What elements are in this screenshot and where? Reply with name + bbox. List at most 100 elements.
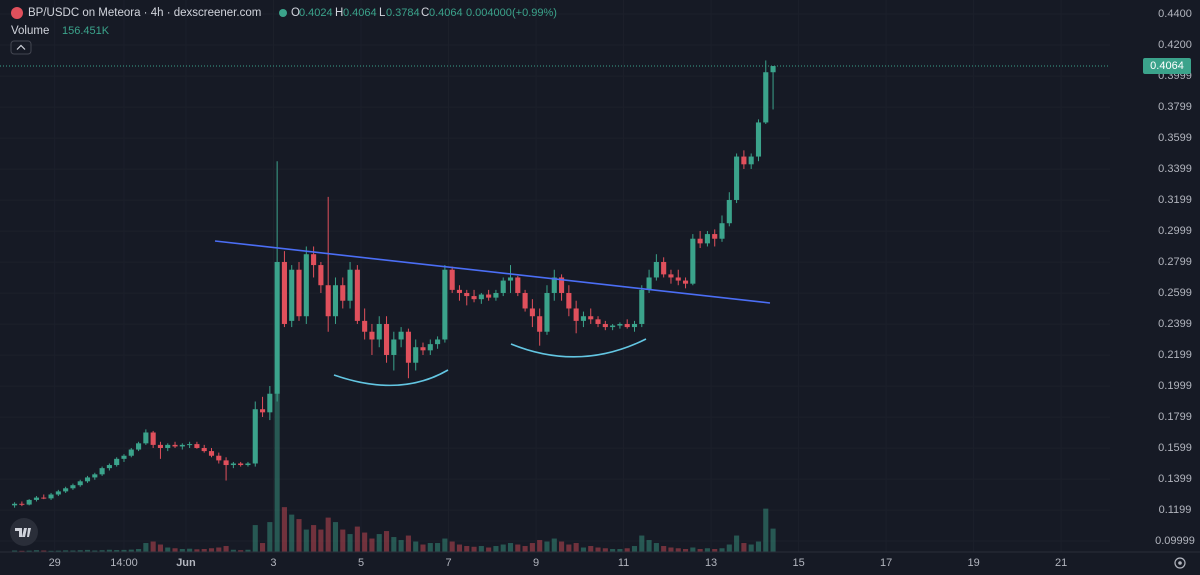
volume-bar <box>281 507 287 552</box>
candle-body <box>376 323 382 340</box>
volume-bar <box>464 546 470 552</box>
candle-body <box>639 289 645 324</box>
volume-bar <box>668 547 674 552</box>
volume-bar <box>143 543 149 552</box>
candle-body <box>354 269 360 321</box>
volume-bar <box>208 548 215 552</box>
y-tick-label: 0.1799 <box>1158 411 1192 423</box>
price-scale <box>1110 0 1200 575</box>
grid <box>0 0 1110 552</box>
candle-body <box>668 274 674 278</box>
candle-body <box>340 285 346 301</box>
y-tick-label: 0.2799 <box>1158 256 1192 268</box>
candle-body <box>332 285 339 317</box>
collapse-button[interactable] <box>10 40 32 55</box>
candle-body <box>216 455 222 461</box>
logo-mark <box>15 528 31 537</box>
candle-body <box>719 223 725 239</box>
volume-bar <box>588 546 594 552</box>
volume-value: 156.451K <box>62 25 110 37</box>
candle-body <box>646 277 652 290</box>
candle-body <box>544 292 550 332</box>
volume-bar <box>245 549 251 552</box>
volume-bar <box>471 546 477 552</box>
volume-bar <box>376 534 382 552</box>
volume-bar <box>726 544 732 552</box>
volume-bar <box>274 380 280 552</box>
ohlc-label: O <box>291 7 300 19</box>
volume-bar <box>573 543 579 552</box>
volume-bar <box>478 546 484 552</box>
candle-body <box>726 199 732 224</box>
candle-body <box>121 455 127 459</box>
volume-bar <box>566 544 572 552</box>
candle-body <box>537 316 543 332</box>
candle-body <box>187 444 193 446</box>
y-tick-label: 0.3199 <box>1158 194 1192 206</box>
candle-body <box>63 488 69 492</box>
y-tick-label: 0.2199 <box>1158 349 1192 361</box>
volume-bar <box>201 549 207 552</box>
candle-body <box>55 491 61 495</box>
settings-icon[interactable] <box>1174 557 1186 569</box>
candle-body <box>281 261 287 324</box>
volume-bar <box>114 550 120 552</box>
volume-bar <box>690 547 696 552</box>
volume-bar <box>48 550 54 552</box>
volume-bar <box>230 549 236 552</box>
candle-body <box>318 265 324 286</box>
volume-bar <box>187 548 193 552</box>
volume-bar <box>383 531 390 552</box>
candle-body <box>33 497 40 500</box>
chart-title: BP/USDC on Meteora · 4h · dexscreener.co… <box>28 7 261 19</box>
candle-body <box>522 292 528 309</box>
volume-bar <box>398 540 404 552</box>
ohlc-value: 0.4064 <box>429 7 463 19</box>
volume-bar <box>697 549 703 552</box>
candle-body <box>690 238 696 284</box>
x-tick-label: Jun <box>176 557 196 569</box>
volume-bar <box>12 550 18 552</box>
candle-body <box>325 285 331 317</box>
volume-bar <box>544 541 550 552</box>
volume-bar <box>770 528 776 552</box>
y-tick-label: 0.4400 <box>1158 8 1192 20</box>
volume-bar <box>755 541 762 552</box>
candle-body <box>106 465 112 469</box>
x-tick-label: 9 <box>533 557 539 569</box>
candle-body <box>369 331 375 340</box>
candle-body <box>697 238 703 244</box>
volume-bar <box>507 543 514 552</box>
candle-body <box>194 444 200 448</box>
volume-label: Volume <box>11 25 49 37</box>
candle-body <box>653 261 659 278</box>
volume-bar <box>661 546 667 552</box>
candle-body <box>734 156 740 200</box>
volume-bar <box>77 550 83 552</box>
y-tick-label: 0.3599 <box>1158 132 1192 144</box>
candle-body <box>442 269 448 340</box>
candle-body <box>610 325 616 328</box>
candle-body <box>289 269 295 321</box>
change: 0.004000 <box>466 7 512 19</box>
ohlc-label: H <box>335 7 343 19</box>
volume-bar <box>19 550 25 552</box>
change-pct: (+0.99%) <box>512 7 557 19</box>
volume-bar <box>413 541 419 552</box>
y-tick-label: 0.1399 <box>1158 473 1192 485</box>
volume-bar <box>486 547 492 552</box>
candle-body <box>274 261 280 394</box>
y-tick-label: 0.2399 <box>1158 318 1192 330</box>
caret-icon <box>16 44 26 50</box>
ohlc-label: L <box>379 7 386 19</box>
volume-bar <box>121 549 127 552</box>
volume-bar <box>646 540 652 552</box>
volume-bar <box>704 548 710 552</box>
candle-body <box>405 331 411 363</box>
x-tick-label: 21 <box>1055 557 1067 569</box>
x-tick-label: 29 <box>49 557 61 569</box>
candle-body <box>507 277 514 281</box>
settings-icon-dot <box>1178 561 1182 565</box>
ohlc-value: 0.3784 <box>386 7 420 19</box>
